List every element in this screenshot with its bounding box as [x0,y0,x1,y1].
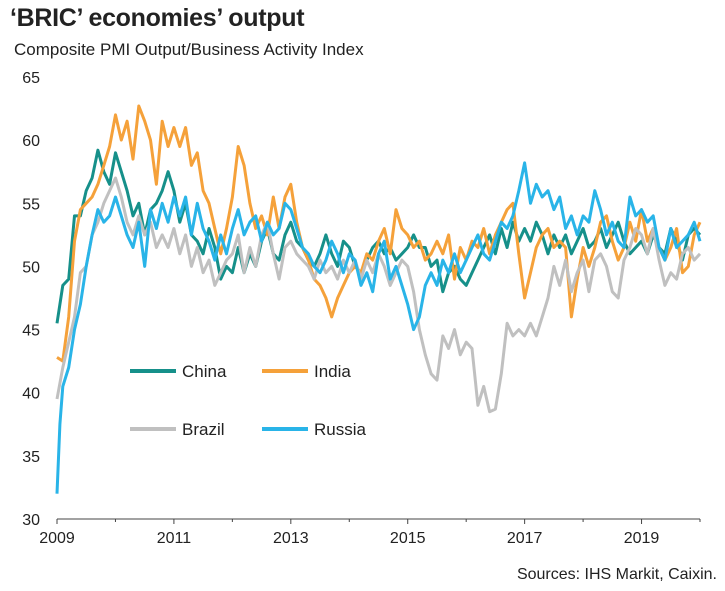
legend-label-russia: Russia [314,420,367,439]
y-tick-label: 50 [22,259,40,276]
y-tick-label: 30 [22,512,40,529]
series-line-brazil [55,176,702,414]
legend: China India Brazil Russia [130,362,367,439]
x-tick-label: 2013 [273,530,309,547]
x-tick-label: 2017 [507,530,543,547]
legend-label-china: China [182,362,227,381]
y-tick-label: 60 [22,133,40,150]
y-tick-label: 40 [22,386,40,403]
x-tick-label: 2009 [39,530,75,547]
series-line-russia [55,161,702,494]
x-tick-label: 2019 [624,530,660,547]
y-tick-label: 55 [22,196,40,213]
x-tick-label: 2011 [157,530,192,547]
y-tick-label: 35 [22,449,40,466]
series-line-india [56,104,702,363]
legend-label-india: India [314,362,351,381]
source-note: Sources: IHS Markit, Caixin. [516,566,717,583]
y-tick-label: 45 [22,323,40,340]
x-tick-label: 2015 [390,530,426,547]
series-lines [55,104,702,494]
chart-title: ‘BRIC’ economies’ output [10,4,305,32]
y-tick-label: 65 [22,70,40,87]
chart-subtitle: Composite PMI Output/Business Activity I… [14,40,364,59]
axes: 30 35 40 45 50 55 60 65 2009 2011 2013 2015 2017 2019 [22,70,701,547]
legend-label-brazil: Brazil [182,420,225,439]
